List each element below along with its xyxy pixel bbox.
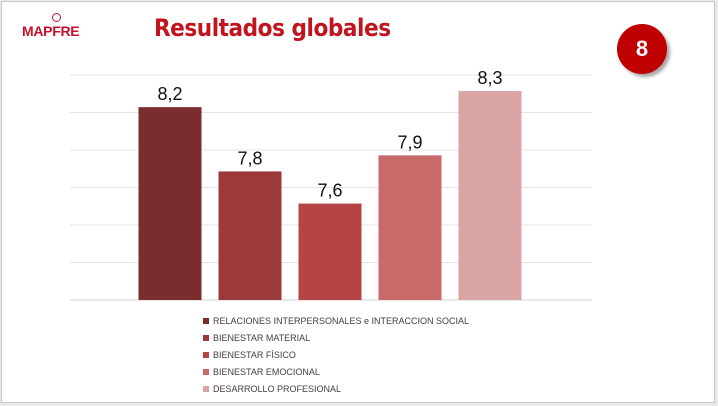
data-label: 8,3 <box>477 68 502 88</box>
legend-label: DESARROLLO PROFESIONAL <box>213 383 342 394</box>
data-label: 8,2 <box>157 84 182 104</box>
bar <box>298 203 362 300</box>
legend-item: BIENESTAR MATERIAL <box>203 329 469 346</box>
legend-label: BIENESTAR FÍSICO <box>213 349 296 360</box>
legend-label: RELACIONES INTERPERSONALES e INTERACCION… <box>213 315 470 326</box>
chart-data-labels: 8,2 7,8 7,6 7,9 8,3 <box>157 68 502 201</box>
bar <box>218 171 282 300</box>
bar <box>138 107 202 301</box>
data-label: 7,8 <box>237 148 262 168</box>
chart-bars <box>138 91 522 301</box>
bar <box>458 91 522 300</box>
legend-label: BIENESTAR MATERIAL <box>213 332 311 343</box>
mapfre-emblem-icon <box>52 13 61 22</box>
bar <box>378 155 442 300</box>
legend-label: BIENESTAR EMOCIONAL <box>213 366 320 377</box>
legend-item: RELACIONES INTERPERSONALES e INTERACCION… <box>203 312 469 329</box>
slide-number-badge: 8 <box>617 24 667 74</box>
legend-item: DESARROLLO PROFESIONAL <box>203 380 469 397</box>
legend-swatch <box>203 334 209 341</box>
legend-swatch <box>203 317 209 324</box>
mapfre-logo: MAPFRE <box>22 12 94 42</box>
logo-text: MAPFRE <box>22 23 80 39</box>
data-label: 7,6 <box>317 181 342 201</box>
page-title: Resultados globales <box>154 14 391 42</box>
legend-swatch <box>203 368 209 375</box>
legend-item: BIENESTAR FÍSICO <box>203 346 469 363</box>
legend-item: BIENESTAR EMOCIONAL <box>203 363 469 380</box>
chart-legend: RELACIONES INTERPERSONALES e INTERACCION… <box>203 312 469 397</box>
data-label: 7,9 <box>397 132 422 152</box>
legend-swatch <box>203 351 209 358</box>
legend-swatch <box>203 385 209 392</box>
